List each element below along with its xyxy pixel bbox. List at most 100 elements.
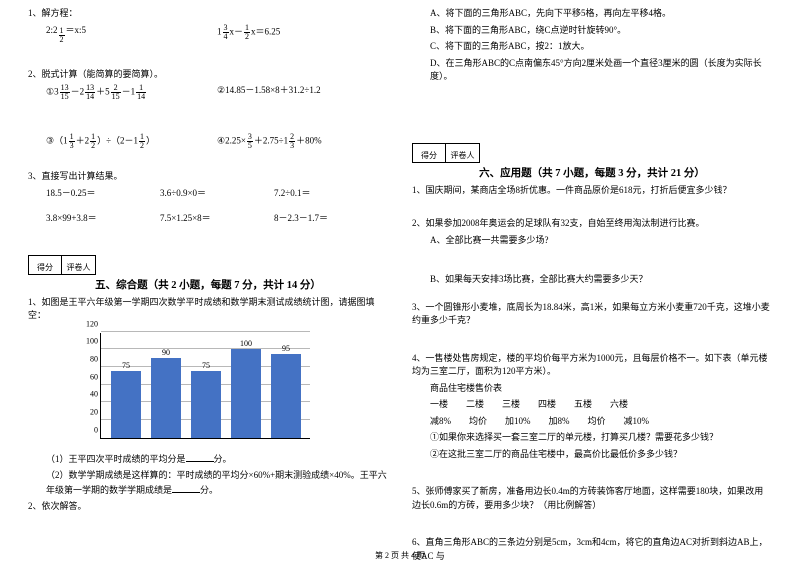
page: 1、解方程： 2:212＝x:5 134x－12x＝6.25 2、脱式计算（能简… <box>0 0 800 566</box>
blank <box>172 483 200 493</box>
q3-r1: 18.5－0.25＝ 3.6÷0.9×0＝ 7.2÷0.1＝ <box>28 187 388 201</box>
d: 2 <box>59 36 65 44</box>
r-q4h: 一楼 二楼 三楼 四楼 五楼 六楼 <box>412 398 772 412</box>
r-q4r: 减8% 均价 加10% 加8% 均价 减10% <box>412 415 772 429</box>
bar-label: 75 <box>191 361 221 370</box>
t: 分。 <box>200 485 218 495</box>
t: ＋2.75÷1 <box>254 136 288 146</box>
r-q4t: 商品住宅楼售价表 <box>412 382 772 396</box>
t: ①3 <box>46 87 59 97</box>
ytick: 80 <box>74 354 98 363</box>
q2-row2: ③（113＋212）÷（2－112） ④2.25×35＋2.75÷123＋80% <box>28 133 388 150</box>
r-q2a: A、全部比赛一共需要多少场? <box>412 234 772 248</box>
q2-row1: ①31315－21314＋5215－1114 ②14.85－1.58×8＋31.… <box>28 84 388 101</box>
r-q4a: ①如果你来选择买一套三室二厅的单元楼，打算买几楼？需要花多少钱？ <box>412 431 772 445</box>
q3-r2: 3.8×99+3.8＝ 7.5×1.25×8＝ 8－2.3－1.7＝ <box>28 212 388 226</box>
bar-label: 90 <box>151 348 181 357</box>
q5-2: 2、依次解答。 <box>28 500 388 514</box>
right-column: A、将下面的三角形ABC，先向下平移5格，再向左平移4格。 B、将下面的三角形A… <box>412 4 772 566</box>
q1-eqs: 2:212＝x:5 134x－12x＝6.25 <box>28 24 388 44</box>
r-q4: 4、一售楼处售房规定，楼的平均价每平方米为1000元，且每层价格不一。如下表（单… <box>412 352 772 379</box>
q2-l2: ③（113＋212）÷（2－112） <box>46 133 217 150</box>
q1-title: 1、解方程： <box>28 7 388 21</box>
bar-label: 100 <box>231 339 261 348</box>
ytick: 20 <box>74 407 98 416</box>
page-footer: 第 2 页 共 4 页 <box>0 550 800 561</box>
q2-r2: ④2.25×35＋2.75÷123＋80% <box>217 133 388 150</box>
t: （1）王平四次平时成绩的平均分是 <box>46 454 186 464</box>
q2-l1: ①31315－21314＋5215－1114 <box>46 84 217 101</box>
ytick: 100 <box>74 337 98 346</box>
t: ）÷（2－1 <box>97 136 138 146</box>
d: 3 <box>69 142 75 150</box>
bar: 90 <box>151 358 181 438</box>
bar: 95 <box>271 354 301 438</box>
d: 14 <box>85 93 95 101</box>
score-box-6: 得分 评卷人 <box>412 143 772 163</box>
q1-eq1: 2:212＝x:5 <box>46 24 217 44</box>
t: 7.5×1.25×8＝ <box>160 212 274 226</box>
blank <box>186 452 214 462</box>
q5-1b: （2）数学学期成绩是这样算的：平时成绩的平均分×60%+期末测验成绩×40%。王… <box>28 469 388 497</box>
q3-title: 3、直接写出计算结果。 <box>28 170 388 184</box>
r-q2: 2、如果参加2008年奥运会的足球队有32支，自始至终用淘汰制进行比赛。 <box>412 217 772 231</box>
r-q3: 3、一个圆锥形小麦堆，底周长为18.84米，高1米，如果每立方米小麦重720千克… <box>412 301 772 328</box>
d: 5 <box>247 142 253 150</box>
bar: 75 <box>111 371 141 437</box>
q2-r1: ②14.85－1.58×8＋31.2÷1.2 <box>217 84 388 101</box>
opt-b: B、将下面的三角形ABC，绕C点逆时针旋转90°。 <box>412 24 772 38</box>
ytick: 120 <box>74 319 98 328</box>
opt-c: C、将下面的三角形ABC，按2：1放大。 <box>412 40 772 54</box>
d: 4 <box>223 33 229 41</box>
t: ＋5 <box>96 87 110 97</box>
t: x－ <box>230 26 244 36</box>
left-column: 1、解方程： 2:212＝x:5 134x－12x＝6.25 2、脱式计算（能简… <box>28 4 388 566</box>
r-q4b: ②在这批三室二厅的商品住宅楼中，最高价比最低价多多少钱？ <box>412 448 772 462</box>
t: ） <box>146 136 155 146</box>
t: －1 <box>122 87 136 97</box>
t: 7.2÷0.1＝ <box>274 187 388 201</box>
q2-title: 2、脱式计算（能简算的要简算）。 <box>28 68 388 82</box>
d: 2 <box>244 33 250 41</box>
score-label: 得分 <box>28 255 62 275</box>
section-5-title: 五、综合题（共 2 小题，每题 7 分，共计 14 分） <box>28 277 388 292</box>
r-q2b: B、如果每天安排3场比赛，全部比赛大约需要多少天？ <box>412 273 772 287</box>
bar-label: 75 <box>111 361 141 370</box>
d: 3 <box>289 142 295 150</box>
t: 3.8×99+3.8＝ <box>46 212 160 226</box>
bar: 100 <box>231 349 261 437</box>
d: 15 <box>60 93 70 101</box>
grader-label: 评卷人 <box>446 143 480 163</box>
score-box-5: 得分 评卷人 <box>28 255 388 275</box>
t: ③（1 <box>46 136 68 146</box>
score-label: 得分 <box>412 143 446 163</box>
ytick: 60 <box>74 372 98 381</box>
opt-a: A、将下面的三角形ABC，先向下平移5格，再向左平移4格。 <box>412 7 772 21</box>
d: 2 <box>90 142 96 150</box>
t: 2:2 <box>46 25 58 35</box>
t: 分。 <box>214 454 232 464</box>
section-6-title: 六、应用题（共 7 小题，每题 3 分，共计 21 分） <box>412 165 772 180</box>
t: ＋80% <box>296 136 322 146</box>
d: 15 <box>111 93 121 101</box>
r-q1: 1、国庆期间，某商店全场8折优惠。一件商品原价是618元，打折后便宜多少钱？ <box>412 184 772 198</box>
ytick: 0 <box>74 425 98 434</box>
ytick: 40 <box>74 390 98 399</box>
t: ④2.25× <box>217 136 246 146</box>
t: ＝x:5 <box>66 25 87 35</box>
t: 8－2.3－1.7＝ <box>274 212 388 226</box>
d: 14 <box>136 93 146 101</box>
grader-label: 评卷人 <box>62 255 96 275</box>
q1-eq2: 134x－12x＝6.25 <box>217 24 388 44</box>
plot-area: 75907510095 <box>100 333 310 439</box>
bar-chart: 75907510095 020406080100120 <box>74 329 314 449</box>
t: 18.5－0.25＝ <box>46 187 160 201</box>
t: 1 <box>217 26 222 36</box>
q5-1a: （1）王平四次平时成绩的平均分是 分。 <box>28 452 388 467</box>
bar: 75 <box>191 371 221 437</box>
t: 3.6÷0.9×0＝ <box>160 187 274 201</box>
t: ＋2 <box>76 136 90 146</box>
opt-d: D、在三角形ABC的C点南偏东45°方向2厘米处画一个直径3厘米的圆（长度为实际… <box>412 57 772 84</box>
r-q5: 5、张师傅家买了新房，准备用边长0.4m的方砖装饰客厅地面，这样需要180块，如… <box>412 485 772 512</box>
bar-label: 95 <box>271 344 301 353</box>
